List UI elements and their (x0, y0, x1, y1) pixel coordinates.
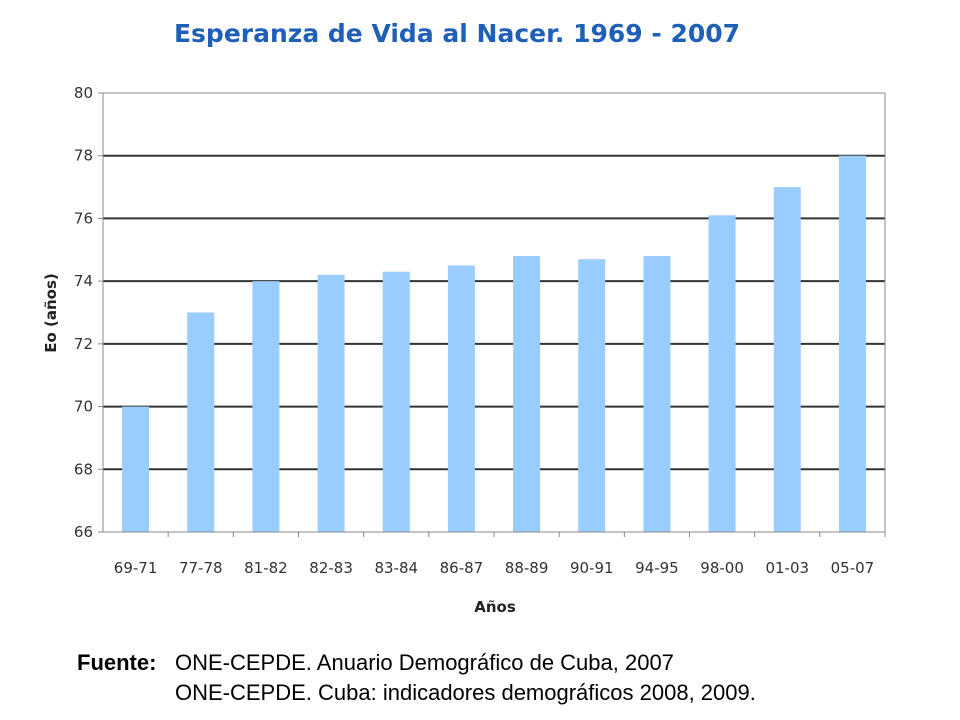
gridlines (103, 92, 886, 532)
x-tick-label: 88-89 (505, 559, 549, 577)
x-tick-labels: 69-71 77-78 81-82 82-83 83-84 86-87 88-89 90-91… (114, 532, 886, 577)
bar-77-78 (187, 312, 215, 532)
x-tick-label: 83-84 (374, 559, 418, 577)
bars (122, 155, 866, 533)
x-tick-label: 69-71 (114, 559, 158, 577)
bar-98-00 (708, 215, 736, 533)
bar-83-84 (382, 271, 410, 532)
x-tick-label: 05-07 (831, 559, 875, 577)
source-note: Fuente: ONE-CEPDE. Anuario Demográfico d… (77, 648, 756, 708)
source-indent (77, 678, 175, 708)
y-tick-labels: 66 68 70 72 74 76 78 80 (74, 84, 103, 541)
x-tick-label: 82-83 (309, 559, 353, 577)
x-tick-label: 86-87 (440, 559, 484, 577)
bar-chart: Esperanza de Vida al Nacer. 1969 - 2007 … (42, 19, 886, 616)
x-tick-label: 01-03 (765, 559, 809, 577)
bar-69-71 (122, 406, 150, 532)
x-axis-label: Años (474, 598, 516, 616)
y-tick-label: 76 (74, 209, 93, 227)
x-tick-label: 90-91 (570, 559, 614, 577)
y-tick-label: 72 (74, 335, 93, 353)
source-row-1: Fuente: ONE-CEPDE. Anuario Demográfico d… (77, 648, 756, 678)
bar-81-82 (252, 281, 280, 532)
x-tick-label: 94-95 (635, 559, 679, 577)
y-tick-label: 80 (74, 84, 93, 102)
x-tick-label: 77-78 (179, 559, 223, 577)
y-axis-label: Eo (años) (42, 273, 60, 353)
source-line-2: ONE-CEPDE. Cuba: indicadores demográfico… (175, 680, 756, 705)
bar-05-07 (838, 155, 866, 532)
bar-01-03 (773, 187, 801, 533)
bar-94-95 (643, 256, 671, 532)
source-row-2: ONE-CEPDE. Cuba: indicadores demográfico… (77, 678, 756, 708)
x-tick-label: 81-82 (244, 559, 288, 577)
y-tick-label: 70 (74, 398, 93, 416)
y-tick-label: 68 (74, 460, 93, 478)
bar-88-89 (513, 256, 541, 532)
source-line-1: ONE-CEPDE. Anuario Demográfico de Cuba, … (175, 650, 674, 675)
bar-82-83 (317, 274, 345, 532)
chart-title: Esperanza de Vida al Nacer. 1969 - 2007 (174, 19, 740, 48)
y-tick-label: 66 (74, 523, 93, 541)
bar-86-87 (447, 265, 475, 532)
y-tick-label: 78 (74, 147, 93, 165)
x-tick-label: 98-00 (700, 559, 744, 577)
bar-90-91 (578, 259, 606, 532)
source-label: Fuente: (77, 650, 157, 675)
y-tick-label: 74 (74, 272, 93, 290)
